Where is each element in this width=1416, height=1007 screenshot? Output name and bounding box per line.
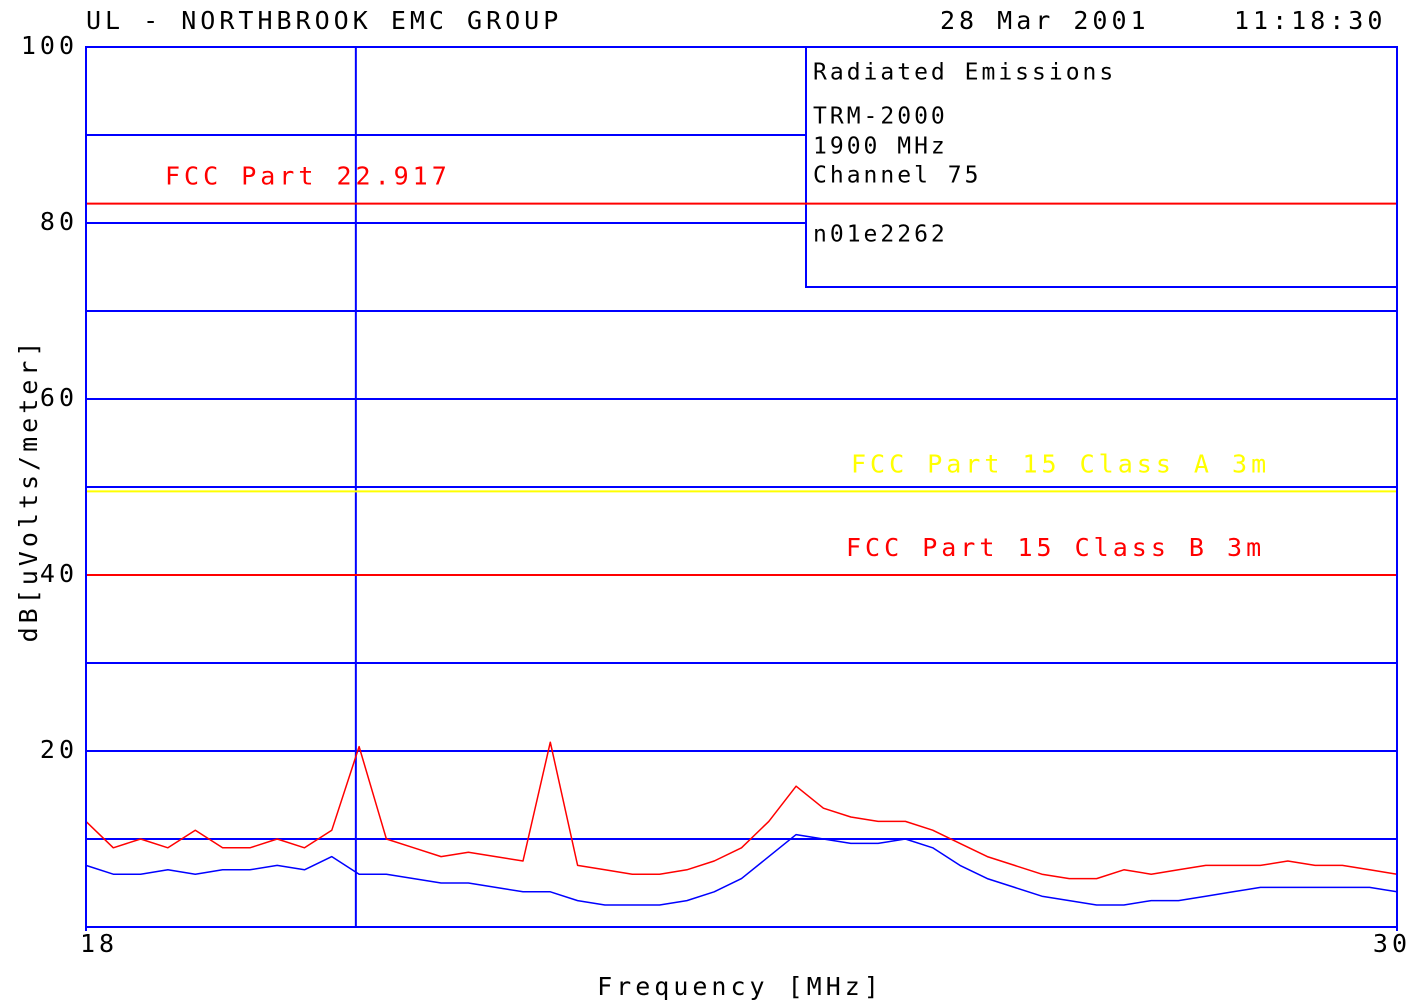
plot-frame	[85, 46, 1398, 928]
traces	[85, 741, 1398, 906]
trace	[85, 833, 1398, 906]
trace	[85, 741, 1398, 880]
y-tick-label: 40	[40, 559, 78, 588]
limit-label: FCC Part 15 Class B 3m	[846, 533, 1265, 562]
info-text: 1900 MHz	[813, 134, 948, 160]
info-text: n01e2262	[813, 222, 948, 248]
info-text: Radiated Emissions	[813, 60, 1116, 86]
date: 28 Mar 2001	[940, 6, 1150, 35]
chart-title: UL - NORTHBROOK EMC GROUP	[86, 6, 562, 35]
limit-label: FCC Part 15 Class A 3m	[851, 449, 1270, 478]
x-tick-label: 18	[80, 929, 118, 958]
y-tick-label: 100	[21, 31, 78, 60]
y-tick-label: 60	[40, 383, 78, 412]
y-tick-label: 20	[40, 735, 78, 764]
limit-label: FCC Part 22.917	[165, 162, 451, 191]
x-axis-label: Frequency [MHz]	[597, 972, 883, 1001]
y-axis-label: dB[uVolts/meter]	[14, 338, 43, 643]
limits: FCC Part 22.917 FCC Part 15 Class A 3m FCC…	[86, 162, 1397, 576]
time: 11:18:30	[1234, 6, 1386, 35]
x-tick-label: 30	[1373, 929, 1411, 958]
info-box-frame	[805, 46, 1398, 288]
info-text: Channel 75	[813, 163, 981, 189]
ticks: 20 40 60 80 100 18 30	[21, 31, 1411, 958]
info-box: Radiated Emissions TRM-2000 1900 MHz Channe…	[805, 46, 1398, 288]
y-tick-label: 80	[40, 207, 78, 236]
info-text: TRM-2000	[813, 104, 948, 130]
